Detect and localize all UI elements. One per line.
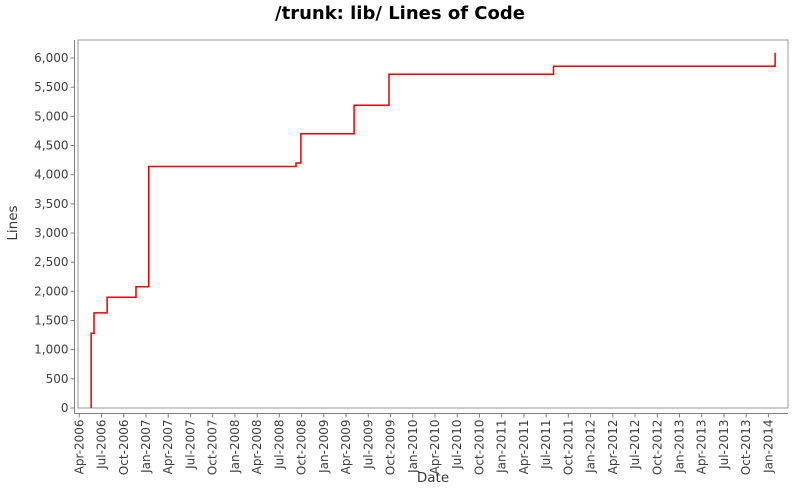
y-tick-label: 2,500 [34, 255, 68, 269]
x-tick-label: Oct-2011 [561, 420, 575, 476]
x-tick-label: Apr-2006 [72, 420, 86, 475]
x-tick-label: Apr-2007 [161, 420, 175, 475]
y-tick-label: 4,500 [34, 139, 68, 153]
x-tick-label: Jan-2008 [228, 420, 242, 474]
x-tick-label: Apr-2008 [250, 420, 264, 475]
x-tick-label: Jul-2010 [450, 420, 464, 470]
x-tick-label: Jul-2008 [272, 420, 286, 470]
x-tick-label: Oct-2010 [472, 420, 486, 476]
x-tick-label: Jan-2011 [495, 420, 509, 474]
x-tick-label: Oct-2009 [384, 420, 398, 476]
x-tick-label: Jul-2012 [628, 420, 642, 470]
x-tick-label: Oct-2007 [206, 420, 220, 476]
x-tick-label: Oct-2008 [295, 420, 309, 476]
x-tick-label: Jul-2006 [95, 420, 109, 470]
chart-title: /trunk: lib/ Lines of Code [275, 3, 525, 24]
x-tick-label: Jul-2007 [183, 420, 197, 470]
x-tick-label: Oct-2012 [650, 420, 664, 476]
y-tick-label: 3,500 [34, 197, 68, 211]
y-tick-label: 6,000 [34, 51, 68, 65]
x-tick-label: Apr-2012 [606, 420, 620, 475]
y-tick-label: 0 [61, 401, 69, 415]
x-tick-label: Jan-2014 [761, 420, 775, 474]
x-tick-label: Jan-2013 [673, 420, 687, 474]
x-tick-label: Oct-2006 [117, 420, 131, 476]
x-tick-label: Jul-2009 [361, 420, 375, 470]
x-tick-label: Apr-2011 [517, 420, 531, 475]
x-tick-label: Jan-2009 [317, 420, 331, 474]
y-tick-label: 5,500 [34, 80, 68, 94]
y-tick-label: 5,000 [34, 109, 68, 123]
x-tick-label: Jul-2013 [717, 420, 731, 470]
x-tick-label: Apr-2010 [428, 420, 442, 475]
x-tick-label: Apr-2009 [339, 420, 353, 475]
x-tick-label: Jul-2011 [539, 420, 553, 470]
y-tick-label: 4,000 [34, 168, 68, 182]
loc-series-line [90, 52, 776, 408]
y-tick-label: 3,000 [34, 226, 68, 240]
y-tick-label: 2,000 [34, 284, 68, 298]
x-tick-label: Jan-2012 [584, 420, 598, 474]
plot-border [77, 39, 789, 409]
x-tick-label: Apr-2013 [695, 420, 709, 475]
y-tick-label: 1,500 [34, 314, 68, 328]
x-axis-title: Date [416, 470, 450, 486]
x-tick-label: Jan-2010 [406, 420, 420, 474]
x-tick-label: Oct-2013 [739, 420, 753, 476]
y-tick-label: 500 [46, 372, 69, 386]
x-tick-label: Jan-2007 [139, 420, 153, 474]
y-tick-label: 1,000 [34, 343, 68, 357]
